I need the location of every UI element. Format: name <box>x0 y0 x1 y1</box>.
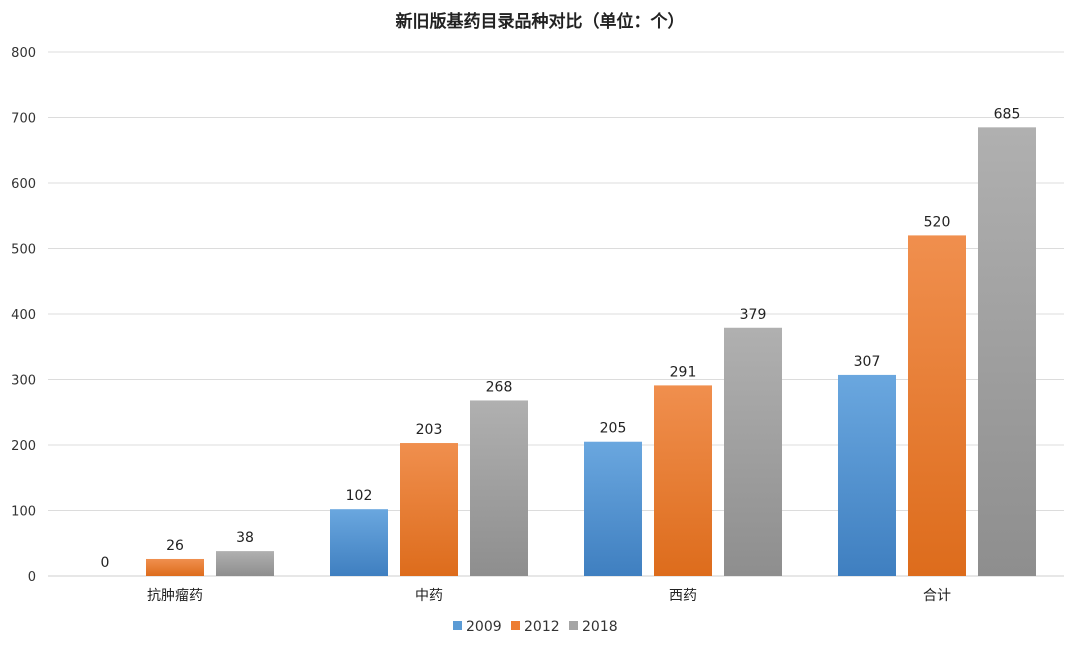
x-category-label: 合计 <box>923 588 951 604</box>
y-axis-ticks: 0 100 200 300 400 500 600 700 800 <box>11 46 36 585</box>
legend-swatch-2009 <box>453 621 462 630</box>
y-tick-label: 500 <box>11 243 36 258</box>
y-tick-label: 100 <box>11 505 36 520</box>
grid-lines <box>48 51 1064 577</box>
data-label-2012-2: 291 <box>670 364 697 380</box>
x-axis-categories: 抗肿瘤药 中药 西药 合计 <box>147 587 951 604</box>
legend-label-2009: 2009 <box>466 619 502 635</box>
x-category-label: 中药 <box>415 588 443 604</box>
bar-2018-1 <box>470 400 528 576</box>
legend-label-2018: 2018 <box>582 619 618 635</box>
data-label-2018-2: 379 <box>740 307 767 323</box>
legend-label-2012: 2012 <box>524 619 560 635</box>
x-category-label: 抗肿瘤药 <box>147 587 203 604</box>
chart-title: 新旧版基药目录品种对比（单位：个） <box>396 11 685 32</box>
y-tick-label: 800 <box>11 46 36 61</box>
y-tick-label: 300 <box>11 374 36 389</box>
y-tick-label: 0 <box>28 570 36 585</box>
bar-2009-2 <box>584 441 642 576</box>
data-label-2018-1: 268 <box>486 379 513 395</box>
y-tick-label: 600 <box>11 177 36 192</box>
y-tick-label: 200 <box>11 439 36 454</box>
bar-2012-3 <box>908 235 966 576</box>
bar-2012-2 <box>654 385 712 576</box>
data-label-2018-0: 38 <box>236 530 254 546</box>
data-labels: 0 26 38 102 203 268 205 291 379 307 520 685 <box>101 106 1021 571</box>
legend-swatch-2018 <box>569 621 578 630</box>
bar-2018-0 <box>216 551 274 576</box>
data-label-2018-3: 685 <box>994 106 1021 122</box>
bar-2009-3 <box>838 374 896 576</box>
bar-2009-1 <box>330 509 388 576</box>
data-label-2009-0: 0 <box>101 555 110 571</box>
x-category-label: 西药 <box>669 588 697 604</box>
data-label-2012-3: 520 <box>924 214 951 230</box>
data-label-2012-1: 203 <box>416 422 443 438</box>
legend-swatch-2012 <box>511 621 520 630</box>
legend: 2009 2012 2018 <box>453 619 618 635</box>
bar-2018-2 <box>724 327 782 576</box>
bars <box>146 127 1036 576</box>
data-label-2009-2: 205 <box>600 421 627 437</box>
data-label-2009-1: 102 <box>346 488 373 504</box>
bar-2012-0 <box>146 558 204 576</box>
y-tick-label: 400 <box>11 308 36 323</box>
data-label-2012-0: 26 <box>166 538 184 554</box>
y-tick-label: 700 <box>11 112 36 127</box>
bar-2012-1 <box>400 443 458 576</box>
bar-2018-3 <box>978 127 1036 576</box>
data-label-2009-3: 307 <box>854 354 881 370</box>
